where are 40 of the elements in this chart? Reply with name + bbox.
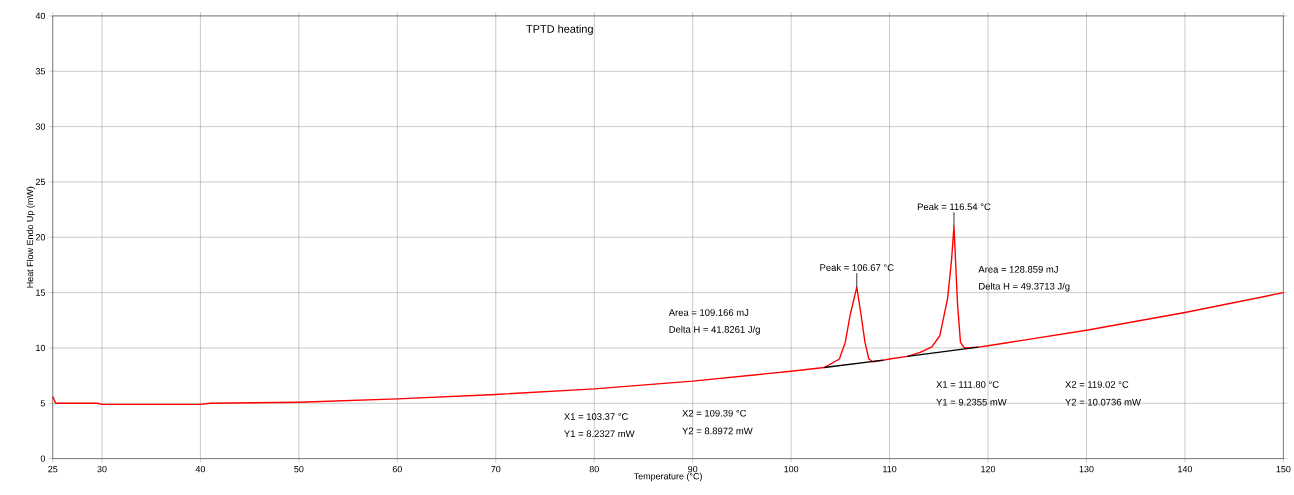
x-tick-label: 150	[1276, 465, 1291, 473]
text: TPTD heating	[526, 24, 593, 35]
annotation: Y1 = 9.2355 mW	[936, 398, 1007, 406]
x-axis-title: Temperature (°C)	[633, 472, 702, 481]
y-tick-label: 5	[40, 399, 46, 407]
x-tick-label: 50	[294, 465, 304, 473]
annotation: X2 = 109.39 °C	[682, 409, 747, 417]
annotation: Area = 128.859 mJ	[978, 265, 1058, 273]
y-axis-title: Heat Flow Endo Up (mW)	[26, 186, 35, 288]
y-tick-label: 0	[40, 455, 46, 462]
annotation: X2 = 119.02 °C	[1065, 380, 1129, 388]
annotation: X1 = 103.37 °C	[564, 413, 629, 420]
annotation: Area = 109.166 mJ	[668, 308, 749, 316]
y-tick-label: 30	[35, 123, 46, 130]
x-tick-label: 70	[491, 465, 501, 473]
y-tick-label: 40	[35, 12, 46, 19]
annotation: Y2 = 10.0736 mW	[1065, 398, 1141, 406]
annotation: Peak = 106.67 °C	[820, 263, 894, 271]
annotation: Peak = 116.54 °C	[917, 202, 991, 210]
annotation: Y2 = 8.8972 mW	[682, 427, 753, 435]
y-tick-label: 10	[36, 344, 46, 351]
x-tick-label: 90	[688, 465, 698, 473]
x-tick-label: 140	[1178, 465, 1193, 473]
x-tick-label: 100	[784, 465, 799, 473]
x-tick-label: 80	[589, 465, 599, 473]
x-tick-label: 40	[195, 465, 206, 473]
x-tick-label: 120	[981, 465, 996, 473]
annotation: Delta H = 49.3713 J/g	[979, 282, 1070, 292]
x-tick-label: 30	[97, 465, 107, 473]
annotation: X1 = 111.80 °C	[936, 380, 999, 388]
y-tick-label: 20	[35, 233, 46, 241]
y-tick-label: 35	[35, 67, 46, 75]
x-tick-label: 130	[1079, 465, 1094, 473]
y-tick-label: 15	[36, 289, 46, 296]
annotation: Y1 = 8.2327 mW	[564, 430, 635, 437]
annotation: Delta H = 41.8261 J/g	[669, 325, 760, 335]
y-tick-label: 25	[35, 178, 46, 185]
x-tick-label: 110	[883, 465, 897, 473]
x-tick-label: 60	[392, 465, 402, 473]
x-tick-label: 25	[48, 465, 58, 473]
